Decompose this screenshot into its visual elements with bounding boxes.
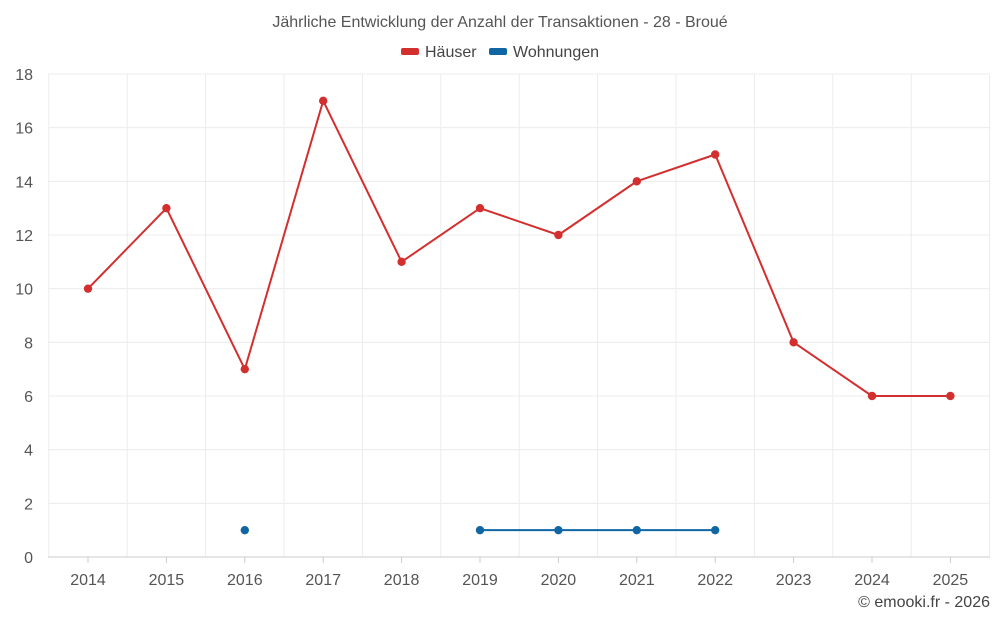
data-point-haeuser-2015[interactable] [162, 203, 171, 213]
legend-swatch-wohnungen [489, 48, 508, 56]
y-tick-label: 10 [15, 282, 33, 299]
x-tick-label: 2016 [227, 572, 263, 589]
legend: Häuser Wohnungen [0, 44, 1000, 62]
series-line-segment-haeuser [714, 153, 795, 344]
series-line-segment-haeuser [479, 207, 560, 236]
copyright-text: © emooki.fr - 2026 [858, 594, 990, 611]
data-point-wohnungen-2019[interactable] [475, 525, 485, 535]
data-point-haeuser-2021[interactable] [632, 177, 641, 186]
data-point-haeuser-2016[interactable] [240, 364, 249, 374]
chart-title: Jährliche Entwicklung der Anzahl der Tra… [272, 14, 728, 31]
legend-item-haeuser[interactable]: Häuser [400, 44, 477, 62]
y-tick-label: 16 [15, 121, 33, 138]
data-point-haeuser-2020[interactable] [554, 230, 563, 240]
series-layer [83, 96, 955, 535]
grid-layer [48, 73, 991, 558]
x-tick-label: 2025 [933, 572, 969, 589]
x-tick-label: 2015 [149, 572, 185, 589]
y-tick-label: 4 [24, 443, 33, 460]
x-tick-label: 2021 [619, 572, 655, 589]
data-point-haeuser-2022[interactable] [711, 150, 720, 159]
y-tick-label: 6 [24, 389, 33, 406]
axis-layer: 0 2 4 6 8 10 12 14 16 18 2014 2015 2016 2017 2018 2019 2… [15, 67, 990, 589]
data-point-haeuser-2025[interactable] [946, 391, 955, 401]
data-point-wohnungen-2021[interactable] [632, 525, 641, 535]
series-line-segment-haeuser [87, 207, 168, 290]
data-point-haeuser-2019[interactable] [475, 203, 485, 213]
y-tick-label: 0 [24, 550, 33, 567]
legend-item-wohnungen[interactable]: Wohnungen [489, 44, 599, 62]
data-point-wohnungen-2016[interactable] [240, 525, 249, 535]
data-point-haeuser-2024[interactable] [867, 391, 877, 401]
x-tick-label: 2024 [854, 572, 890, 589]
series-wohnungen [240, 525, 720, 535]
series-line-segment-haeuser [400, 207, 481, 263]
x-tick-label: 2022 [697, 572, 733, 589]
series-line-segment-haeuser [243, 99, 325, 371]
data-point-haeuser-2017[interactable] [319, 96, 328, 106]
x-tick-label: 2019 [462, 572, 498, 589]
x-tick-label: 2023 [776, 572, 812, 589]
x-tick-label: 2017 [305, 572, 341, 589]
data-point-wohnungen-2020[interactable] [554, 525, 563, 535]
y-tick-label: 18 [15, 67, 33, 84]
series-line-segment-haeuser [792, 341, 873, 397]
data-point-haeuser-2023[interactable] [789, 338, 798, 347]
data-point-haeuser-2014[interactable] [83, 284, 93, 293]
series-line-segment-haeuser [322, 99, 403, 263]
x-tick-label: 2014 [70, 572, 106, 589]
x-tick-label: 2020 [541, 572, 577, 589]
legend-label-haeuser: Häuser [424, 44, 477, 61]
data-point-haeuser-2018[interactable] [397, 257, 406, 267]
series-haeuser [83, 96, 955, 401]
y-tick-label: 12 [15, 228, 33, 245]
data-point-wohnungen-2022[interactable] [711, 525, 720, 535]
x-tick-label: 2018 [384, 572, 420, 589]
series-line-segment-haeuser [557, 180, 638, 236]
y-tick-label: 2 [24, 496, 33, 513]
y-tick-label: 14 [15, 174, 33, 191]
series-line-segment-haeuser [635, 153, 717, 183]
y-tick-label: 8 [24, 335, 33, 352]
series-line-segment-haeuser [165, 207, 246, 371]
legend-swatch-haeuser [400, 48, 419, 56]
legend-label-wohnungen: Wohnungen [513, 44, 600, 61]
